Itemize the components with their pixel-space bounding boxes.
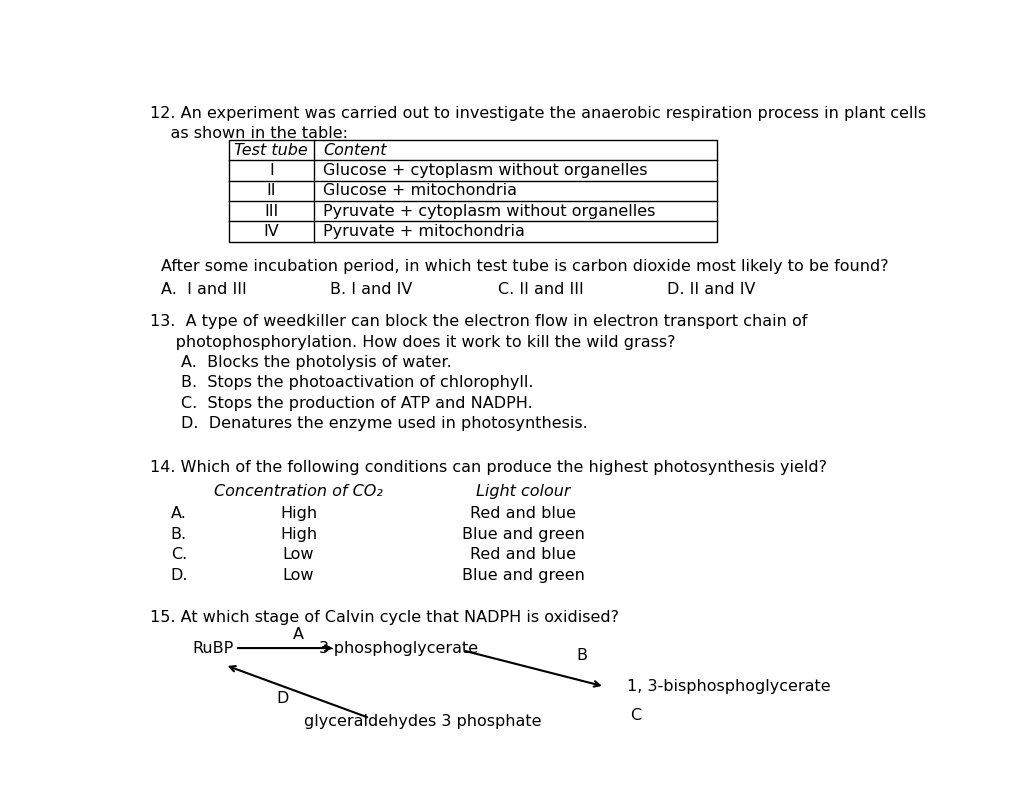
Text: photophosphorylation. How does it work to kill the wild grass?: photophosphorylation. How does it work t… bbox=[150, 334, 675, 349]
Text: After some incubation period, in which test tube is carbon dioxide most likely t: After some incubation period, in which t… bbox=[161, 259, 888, 274]
Text: Test tube: Test tube bbox=[234, 142, 308, 157]
Text: High: High bbox=[280, 527, 317, 541]
Text: A.  I and III: A. I and III bbox=[161, 282, 247, 297]
Text: D.: D. bbox=[171, 567, 188, 582]
Text: glyceraldehydes 3 phosphate: glyceraldehydes 3 phosphate bbox=[304, 714, 542, 729]
Text: C. II and III: C. II and III bbox=[499, 282, 585, 297]
Text: B. I and IV: B. I and IV bbox=[330, 282, 412, 297]
Text: Red and blue: Red and blue bbox=[470, 506, 577, 522]
Text: II: II bbox=[266, 183, 276, 198]
Text: III: III bbox=[264, 204, 279, 219]
Text: A.: A. bbox=[171, 506, 186, 522]
Text: Light colour: Light colour bbox=[476, 485, 570, 500]
Text: High: High bbox=[280, 506, 317, 522]
Text: Low: Low bbox=[283, 547, 314, 562]
Text: C: C bbox=[630, 708, 641, 723]
Text: IV: IV bbox=[263, 224, 280, 239]
Text: 14. Which of the following conditions can produce the highest photosynthesis yie: 14. Which of the following conditions ca… bbox=[150, 460, 826, 475]
Text: D.  Denatures the enzyme used in photosynthesis.: D. Denatures the enzyme used in photosyn… bbox=[180, 416, 588, 431]
Text: I: I bbox=[269, 163, 273, 178]
Text: Glucose + mitochondria: Glucose + mitochondria bbox=[324, 183, 517, 198]
Text: 15. At which stage of Calvin cycle that NADPH is oxidised?: 15. At which stage of Calvin cycle that … bbox=[150, 610, 618, 625]
Text: Pyruvate + cytoplasm without organelles: Pyruvate + cytoplasm without organelles bbox=[324, 204, 655, 219]
Text: Low: Low bbox=[283, 567, 314, 582]
Text: 1, 3-bisphosphoglycerate: 1, 3-bisphosphoglycerate bbox=[627, 679, 830, 694]
Text: Content: Content bbox=[324, 142, 387, 157]
Text: B.: B. bbox=[171, 527, 186, 541]
Text: B: B bbox=[575, 648, 587, 663]
Text: Red and blue: Red and blue bbox=[470, 547, 577, 562]
Text: Blue and green: Blue and green bbox=[462, 527, 585, 541]
Text: C.: C. bbox=[171, 547, 186, 562]
Text: Concentration of CO₂: Concentration of CO₂ bbox=[214, 485, 383, 500]
Text: as shown in the table:: as shown in the table: bbox=[150, 126, 348, 141]
Text: RuBP: RuBP bbox=[193, 641, 233, 656]
Text: 13.  A type of weedkiller can block the electron flow in electron transport chai: 13. A type of weedkiller can block the e… bbox=[150, 314, 807, 329]
Text: A: A bbox=[293, 626, 304, 641]
Text: 12. An experiment was carried out to investigate the anaerobic respiration proce: 12. An experiment was carried out to inv… bbox=[150, 106, 926, 121]
Text: Glucose + cytoplasm without organelles: Glucose + cytoplasm without organelles bbox=[324, 163, 648, 178]
Text: D. II and IV: D. II and IV bbox=[668, 282, 756, 297]
Text: A.  Blocks the photolysis of water.: A. Blocks the photolysis of water. bbox=[180, 355, 452, 370]
Bar bbox=[228, 140, 717, 242]
Text: 3-phosphoglycerate: 3-phosphoglycerate bbox=[319, 641, 479, 656]
Text: D: D bbox=[276, 691, 289, 706]
Text: C.  Stops the production of ATP and NADPH.: C. Stops the production of ATP and NADPH… bbox=[180, 396, 532, 411]
Text: Pyruvate + mitochondria: Pyruvate + mitochondria bbox=[324, 224, 525, 239]
Text: Blue and green: Blue and green bbox=[462, 567, 585, 582]
Text: B.  Stops the photoactivation of chlorophyll.: B. Stops the photoactivation of chloroph… bbox=[180, 375, 534, 390]
